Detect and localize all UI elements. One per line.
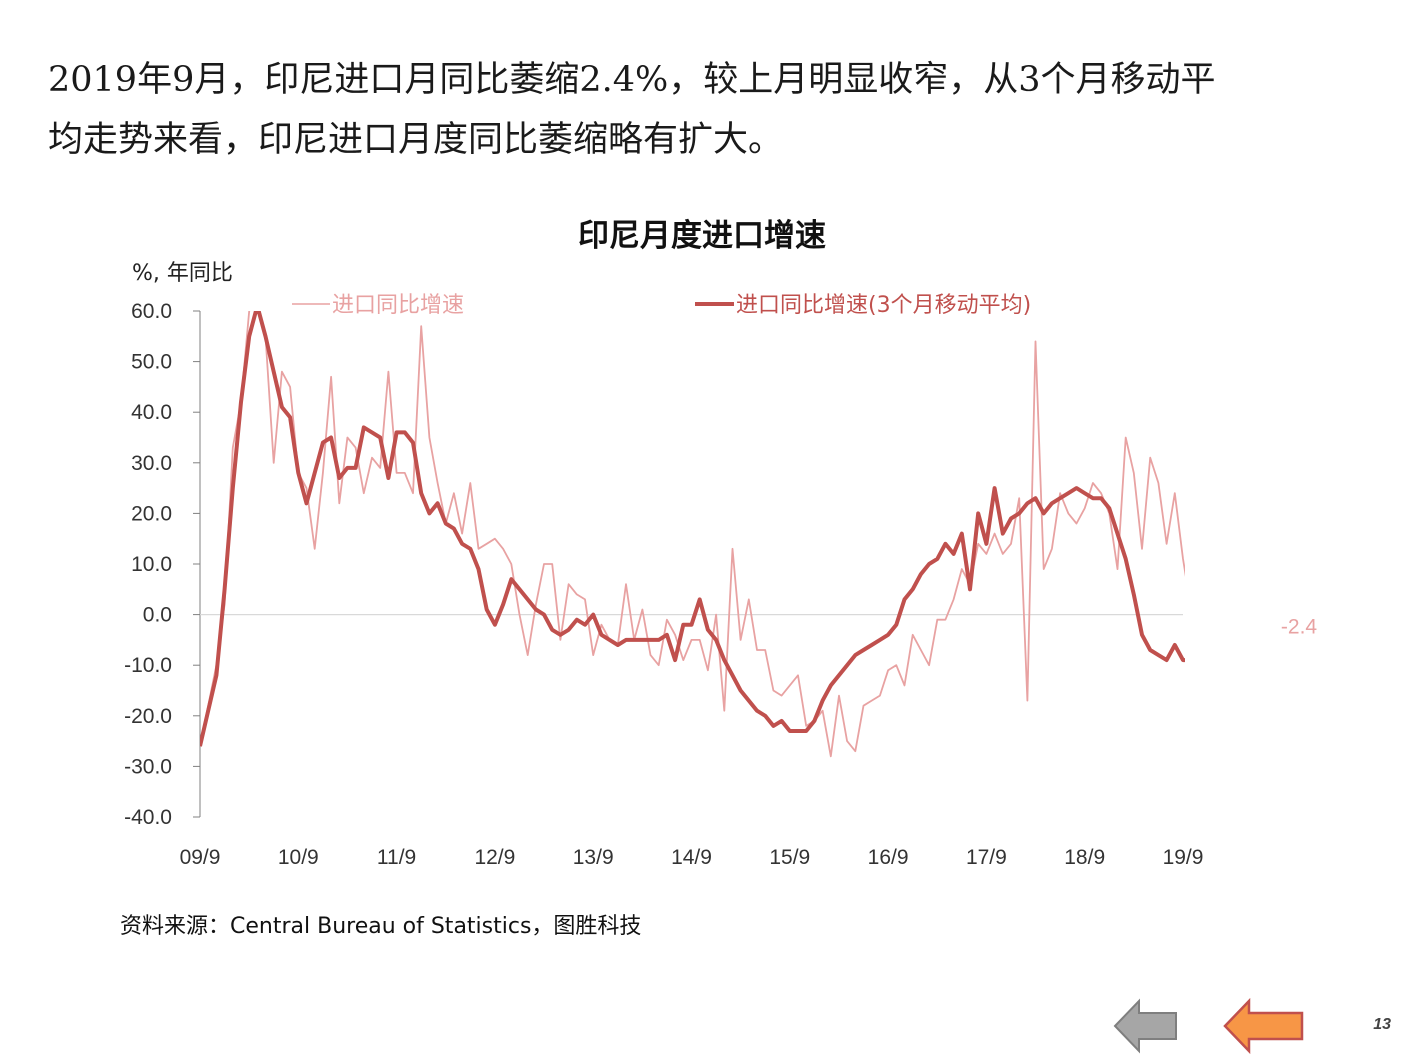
chart-title: 印尼月度进口增速 bbox=[578, 218, 826, 254]
x-tick-label: 09/9 bbox=[180, 846, 221, 869]
back-button[interactable] bbox=[1113, 998, 1179, 1054]
series-line-raw bbox=[200, 311, 1185, 758]
y-axis-label: %, 年同比 bbox=[132, 261, 233, 286]
y-tick-label: 20.0 bbox=[131, 502, 172, 525]
x-tick-label: 19/9 bbox=[1163, 846, 1204, 869]
end-value-label: -2.4 bbox=[1281, 616, 1318, 639]
page-number: 13 bbox=[1373, 1016, 1391, 1033]
legend-label-raw: 进口同比增速 bbox=[332, 293, 464, 318]
arrow-left-icon bbox=[1113, 998, 1177, 1054]
x-tick-label: 13/9 bbox=[573, 846, 614, 869]
y-tick-label: -20.0 bbox=[124, 705, 172, 728]
headline-line-2: 均走势来看，印尼进口月度同比萎缩略有扩大。 bbox=[48, 120, 784, 160]
x-tick-label: 17/9 bbox=[966, 846, 1007, 869]
x-tick-label: 10/9 bbox=[278, 846, 319, 869]
y-tick-label: 60.0 bbox=[131, 300, 172, 323]
y-tick-label: 40.0 bbox=[131, 401, 172, 424]
x-tick-label: 18/9 bbox=[1064, 846, 1105, 869]
y-tick-label: -10.0 bbox=[124, 654, 172, 677]
x-tick-label: 11/9 bbox=[377, 846, 416, 869]
y-tick-label: -40.0 bbox=[124, 806, 172, 829]
forward-button[interactable] bbox=[1223, 997, 1304, 1055]
legend: 进口同比增速 进口同比增速(3个月移动平均) bbox=[292, 293, 1031, 318]
y-tick-label: 50.0 bbox=[131, 351, 172, 374]
x-tick-label: 16/9 bbox=[868, 846, 909, 869]
x-tick-label: 15/9 bbox=[769, 846, 810, 869]
series-line-ma bbox=[200, 311, 1185, 747]
y-tick-label: 30.0 bbox=[131, 452, 172, 475]
plot-area bbox=[200, 311, 1185, 758]
headline: 2019年9月，印尼进口月同比萎缩2.4%，较上月明显收窄，从3个月移动平 均走… bbox=[48, 50, 1378, 170]
y-tick-label: 10.0 bbox=[131, 553, 172, 576]
source-note: 资料来源：Central Bureau of Statistics，图胜科技 bbox=[120, 914, 642, 939]
arrow-left-icon bbox=[1223, 997, 1304, 1055]
legend-label-ma: 进口同比增速(3个月移动平均) bbox=[736, 293, 1031, 318]
headline-line-1: 2019年9月，印尼进口月同比萎缩2.4%，较上月明显收窄，从3个月移动平 bbox=[48, 60, 1216, 100]
y-tick-label: -30.0 bbox=[124, 755, 172, 778]
y-tick-label: 0.0 bbox=[143, 604, 172, 627]
x-axis: 09/9 10/9 11/9 12/9 13/9 14/9 15/9 16/9 17/9 18/9… bbox=[180, 613, 1204, 869]
x-tick-label: 14/9 bbox=[671, 846, 712, 869]
import-growth-chart: 印尼月度进口增速 %, 年同比 进口同比增速 进口同比增速(3个月移动平均) 6… bbox=[124, 218, 1318, 869]
x-tick-label: 12/9 bbox=[474, 846, 515, 869]
y-axis: 60.0 50.0 40.0 30.0 20.0 10.0 0.0 -10.0 -20.0 -30… bbox=[124, 300, 201, 829]
